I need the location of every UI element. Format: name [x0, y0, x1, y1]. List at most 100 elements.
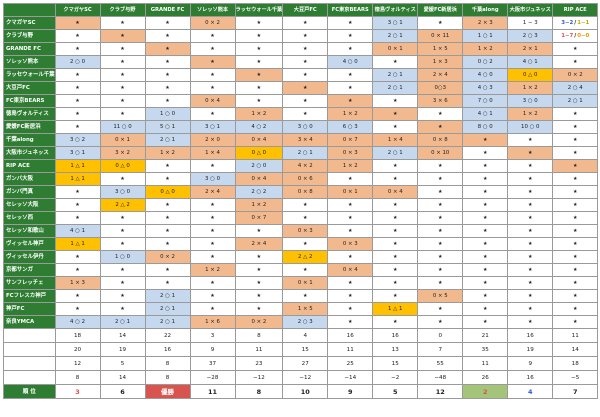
star-cell: ★ — [417, 16, 464, 30]
star-cell: ★ — [327, 224, 374, 238]
score-cell: 1 × 4 — [372, 133, 419, 147]
score-cell: 2 ○ 0 — [54, 55, 101, 69]
summary-value: 15 — [372, 356, 419, 371]
star-cell: ★ — [462, 276, 509, 290]
column-header: 大阪市ジュネッス — [507, 3, 554, 17]
star-cell: ★ — [417, 224, 464, 238]
score-cell: 3 ○ 2 — [54, 133, 101, 147]
star-cell: ★ — [462, 237, 509, 251]
score-cell: 2 × 4 — [417, 68, 464, 82]
star-cell: ★ — [189, 237, 236, 251]
score-cell: 2 ○ 1 — [372, 29, 419, 43]
star-cell: ★ — [462, 211, 509, 225]
score-cell: 0 × 5 — [417, 289, 464, 303]
score-cell: 0 × 1 — [282, 276, 329, 290]
rank-value: 2 — [462, 384, 509, 399]
score-cell: 2 ○ 1 — [372, 146, 419, 160]
summary-value: 22 — [144, 328, 191, 343]
column-header: GRANDE FC — [144, 3, 191, 17]
score-cell: 2 ○ 1 — [372, 81, 419, 95]
star-cell: ★ — [417, 302, 464, 316]
score-cell: 0 × 1 — [372, 42, 419, 56]
standings-table-wrapper: クマガヤSC クラブ与野 GRANDE FC ソレッソ熊本 ラッセウォール千葉 大豆戸FC… — [3, 3, 599, 399]
rank-value: 8 — [234, 384, 284, 399]
star-cell: ★ — [99, 16, 146, 30]
star-cell: ★ — [54, 68, 101, 82]
star-cell: ★ — [282, 237, 329, 251]
star-cell: ★ — [144, 237, 191, 251]
summary-value: 20 — [54, 342, 101, 357]
star-cell: ★ — [552, 250, 599, 264]
star-cell: ★ — [234, 55, 284, 69]
legend-separator: / — [574, 33, 577, 39]
score-cell: 2 ○ 1 — [144, 315, 191, 329]
star-cell: ★ — [234, 16, 284, 30]
star-cell: ★ — [282, 211, 329, 225]
star-cell: ★ — [327, 68, 374, 82]
team-name: 徳島ヴォルティス — [3, 107, 56, 121]
star-cell: ★ — [234, 302, 284, 316]
star-cell: ★ — [417, 198, 464, 212]
team-name: セレッソ西 — [3, 211, 56, 225]
score-cell: 2 ○ 1 — [552, 94, 599, 108]
star-cell: ★ — [552, 263, 599, 277]
score-cell: 2 ○ 1 — [282, 146, 329, 160]
summary-value: −48 — [417, 370, 464, 385]
summary-value: −14 — [327, 370, 374, 385]
score-cell: 0 × 4 — [234, 133, 284, 147]
star-cell: ★ — [462, 302, 509, 316]
score-cell: 2 △ 2 — [99, 198, 146, 212]
star-cell: ★ — [372, 237, 419, 251]
score-cell: 4 × 2 — [282, 159, 329, 173]
summary-row: 勝 点 18 14 22 3 8 4 16 16 0 21 16 11 — [3, 328, 599, 343]
star-cell: ★ — [552, 198, 599, 212]
summary-value: 11 — [234, 342, 284, 357]
star-cell: ★ — [417, 237, 464, 251]
star-cell: ★ — [54, 198, 101, 212]
summary-label: 得失点差 — [3, 370, 56, 385]
summary-value: 18 — [54, 328, 101, 343]
score-cell: 2 ○ 3 — [282, 315, 329, 329]
score-cell: 3 ○ 0 — [507, 94, 554, 108]
star-cell: ★ — [99, 237, 146, 251]
star-cell: ★ — [144, 211, 191, 225]
star-cell: ★ — [144, 29, 191, 43]
summary-value: 8 — [144, 370, 191, 385]
star-cell: ★ — [462, 250, 509, 264]
star-cell: ★ — [234, 81, 284, 95]
standings-table: クマガヤSC クラブ与野 GRANDE FC ソレッソ熊本 ラッセウォール千葉 大豆戸FC… — [3, 3, 599, 399]
summary-value: −28 — [189, 370, 236, 385]
star-cell: ★ — [552, 315, 599, 329]
score-cell: 2 × 0 — [189, 133, 236, 147]
score-cell: 1 ○ 1 — [462, 29, 509, 43]
star-cell: ★ — [144, 16, 191, 30]
legend-score: 1−7/0−0 — [554, 31, 597, 42]
score-cell: 0 × 8 — [282, 185, 329, 199]
summary-value: 19 — [99, 342, 146, 357]
star-cell: ★ — [462, 133, 509, 147]
star-cell: ★ — [462, 224, 509, 238]
star-cell: ★ — [372, 55, 419, 69]
score-cell: 1 × 2 — [507, 107, 554, 121]
star-cell: ★ — [372, 198, 419, 212]
score-cell: 2 ○ 2 — [234, 185, 284, 199]
score-cell: 0 × 6 — [282, 172, 329, 186]
score-cell: 0 × 1 — [99, 133, 146, 147]
star-cell: ★ — [462, 263, 509, 277]
star-cell: ★ — [417, 315, 464, 329]
star-cell: ★ — [507, 133, 554, 147]
header-row: クマガヤSC クラブ与野 GRANDE FC ソレッソ熊本 ラッセウォール千葉 大豆戸FC… — [3, 3, 599, 17]
legend-second: 1−1 — [577, 20, 590, 26]
star-cell: ★ — [54, 16, 101, 30]
legend-cell: 3−2/1−1 — [552, 16, 599, 30]
score-cell: 0 × 7 — [327, 133, 374, 147]
star-cell: ★ — [234, 276, 284, 290]
summary-value: 7 — [417, 342, 464, 357]
summary-value: −5 — [552, 370, 599, 385]
